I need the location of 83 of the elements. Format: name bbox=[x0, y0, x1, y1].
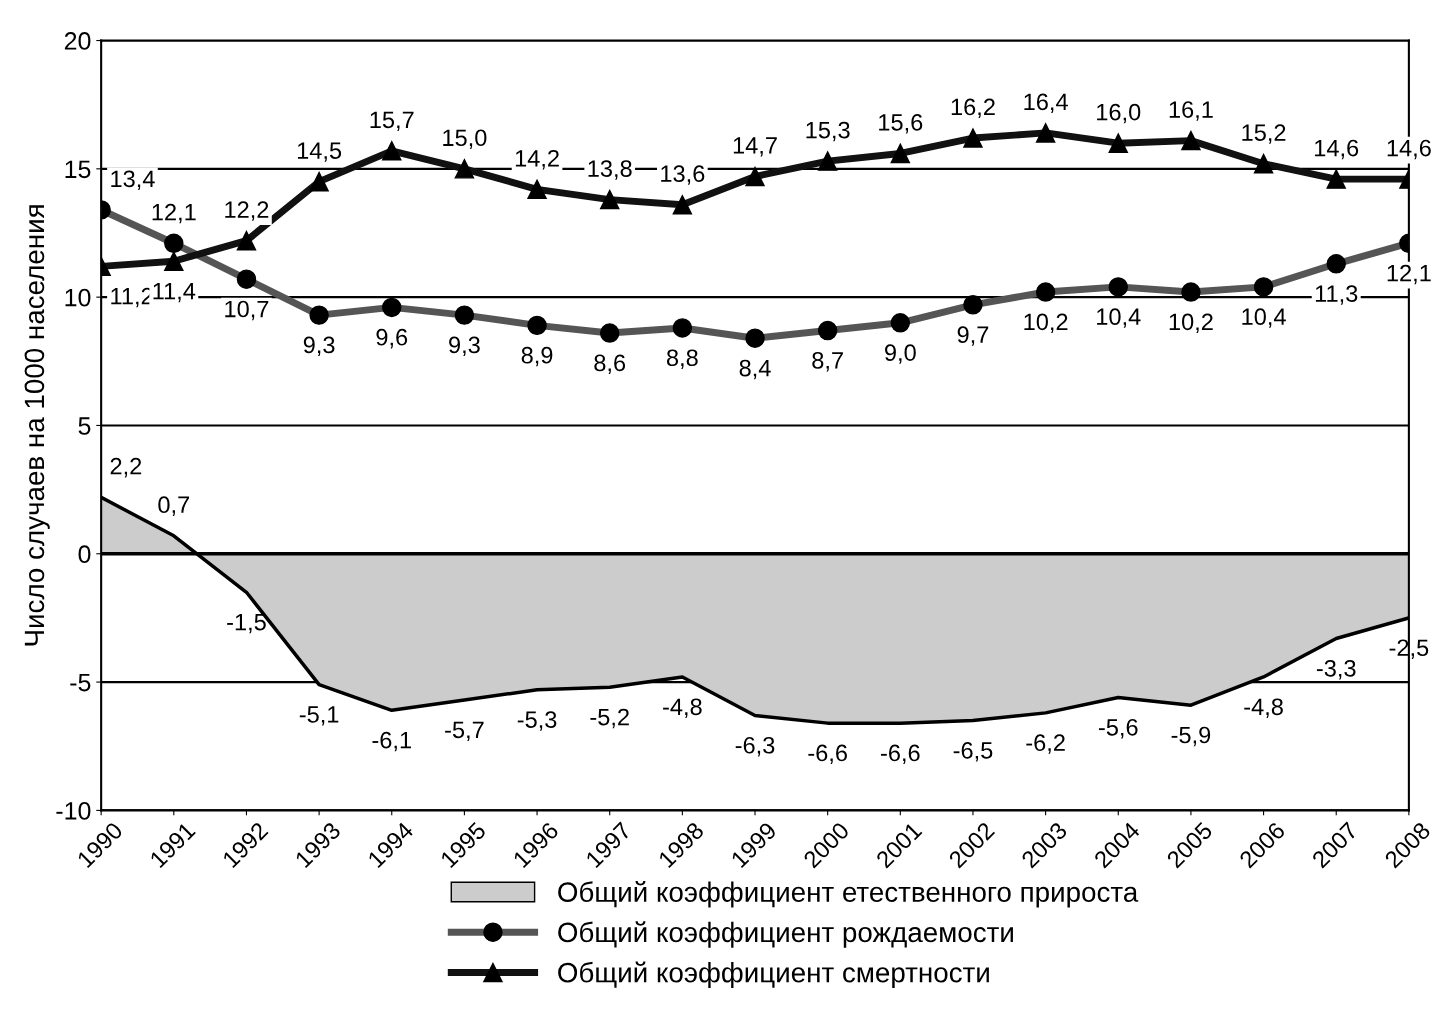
y-tick-label: 5 bbox=[78, 417, 91, 435]
data-label: 10,7 bbox=[225, 300, 269, 321]
data-label: 14,6 bbox=[1315, 139, 1359, 160]
y-tick-label: 10 bbox=[65, 288, 91, 307]
data-label: -6,6 bbox=[881, 744, 920, 765]
data-label: 13,6 bbox=[661, 165, 705, 185]
y-tick-label: -10 bbox=[56, 802, 91, 820]
data-label: -6,3 bbox=[735, 736, 775, 757]
data-label: 0,7 bbox=[158, 496, 190, 516]
data-label: 13,4 bbox=[111, 170, 155, 190]
data-label: -3,3 bbox=[1316, 659, 1356, 680]
data-label: 10,2 bbox=[1024, 313, 1068, 333]
data-label: 9,3 bbox=[303, 336, 335, 357]
data-label: 8,8 bbox=[666, 349, 698, 369]
data-label: 16,2 bbox=[951, 98, 995, 119]
data-label: 8,7 bbox=[812, 351, 843, 372]
data-label: 12,2 bbox=[225, 201, 269, 221]
point bbox=[963, 128, 983, 148]
data-label: 14,5 bbox=[297, 142, 342, 162]
y-tick-label: 15 bbox=[65, 160, 91, 179]
data-label: -5,7 bbox=[445, 721, 484, 742]
data-label: 16,0 bbox=[1097, 103, 1141, 124]
data-label: 11,3 bbox=[1315, 285, 1358, 305]
data-label: -6,6 bbox=[808, 744, 847, 765]
data-label: 9,3 bbox=[449, 336, 480, 357]
data-label: 9,7 bbox=[957, 326, 989, 346]
data-label: 2,2 bbox=[110, 457, 142, 478]
data-label: -4,8 bbox=[663, 698, 702, 718]
legend-label: Общий коэффициент рождаемости bbox=[558, 921, 1013, 948]
data-label: -5,9 bbox=[1171, 726, 1211, 747]
data-label: 10,4 bbox=[1242, 308, 1286, 328]
data-label: 15,7 bbox=[370, 111, 414, 131]
data-label: 15,0 bbox=[443, 129, 487, 149]
data-label: 15,6 bbox=[879, 113, 923, 134]
point bbox=[890, 143, 911, 164]
y-tick-label: -5 bbox=[70, 673, 91, 692]
legend-label: Общий коэффициент етественного прироста bbox=[558, 881, 1139, 908]
y-tick-label: 20 bbox=[64, 32, 91, 50]
data-label: 8,9 bbox=[521, 346, 553, 367]
point bbox=[527, 179, 547, 200]
point bbox=[672, 195, 693, 215]
data-label: -5,3 bbox=[517, 711, 557, 731]
data-label: -6,1 bbox=[372, 731, 411, 752]
data-label: -6,2 bbox=[1026, 734, 1065, 754]
data-label: -5,2 bbox=[590, 708, 629, 729]
y-axis-title: Число случаев на 1000 населения bbox=[24, 205, 50, 646]
point bbox=[1326, 169, 1346, 189]
point bbox=[1108, 133, 1128, 153]
legend-label: Общий коэффициент смертности bbox=[558, 961, 989, 988]
data-label: -5,6 bbox=[1098, 718, 1138, 739]
data-label: 14,2 bbox=[515, 149, 559, 170]
y-tick-label: 0 bbox=[78, 545, 91, 564]
data-label: 12,1 bbox=[1387, 264, 1431, 285]
data-label: 10,2 bbox=[1169, 313, 1213, 333]
data-label: 12,1 bbox=[152, 203, 196, 224]
data-label: 16,4 bbox=[1024, 93, 1068, 113]
data-label: 14,7 bbox=[733, 137, 777, 157]
point bbox=[1035, 123, 1056, 143]
data-label: 11,4 bbox=[153, 282, 196, 303]
data-label: 13,8 bbox=[588, 160, 632, 180]
data-label: 14,6 bbox=[1387, 139, 1431, 160]
data-label: -4,8 bbox=[1244, 698, 1283, 718]
point bbox=[745, 166, 765, 187]
point bbox=[599, 189, 620, 210]
point bbox=[1181, 130, 1201, 151]
data-label: 8,4 bbox=[739, 359, 771, 380]
data-label: -1,5 bbox=[227, 613, 266, 634]
data-label: 10,4 bbox=[1097, 308, 1141, 328]
data-label: 15,3 bbox=[806, 121, 850, 142]
data-label: 15,2 bbox=[1242, 124, 1286, 144]
data-label: 16,1 bbox=[1169, 101, 1213, 121]
point bbox=[309, 171, 329, 192]
data-label: 9,0 bbox=[885, 344, 916, 364]
point bbox=[454, 159, 475, 179]
data-label: 9,6 bbox=[376, 328, 408, 349]
data-label: -5,1 bbox=[299, 706, 339, 726]
point bbox=[164, 251, 184, 271]
data-label: 8,6 bbox=[594, 354, 626, 375]
data-label: -6,5 bbox=[953, 742, 993, 762]
point bbox=[236, 230, 257, 251]
point bbox=[382, 141, 402, 161]
point bbox=[1253, 153, 1274, 174]
point bbox=[817, 151, 838, 171]
